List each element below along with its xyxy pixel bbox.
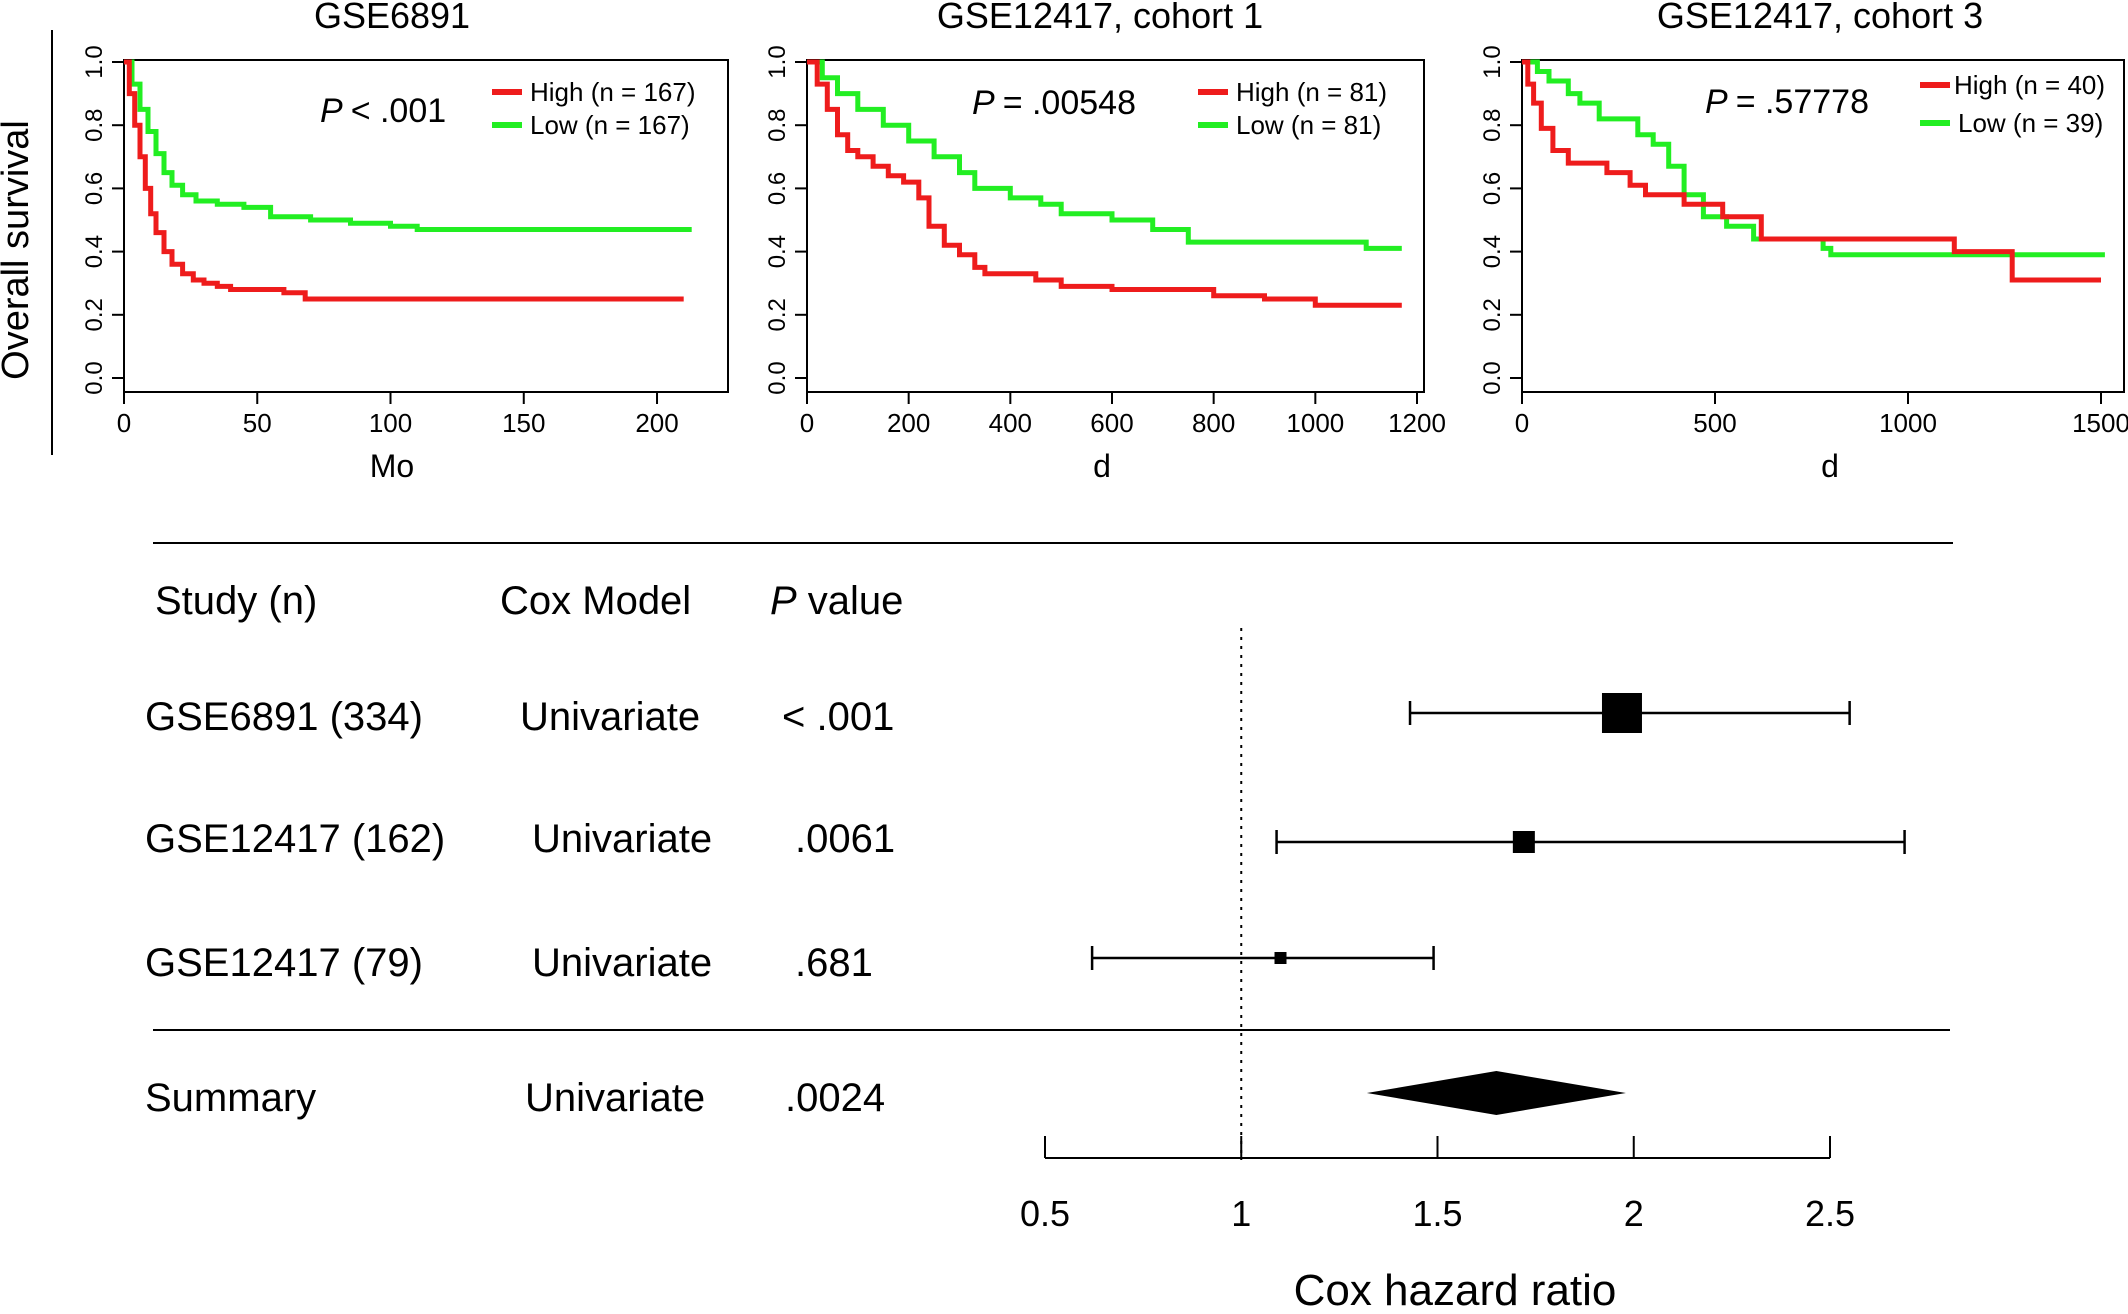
x-tick-label: 400 <box>989 408 1032 438</box>
p-value-cell: < .001 <box>782 695 894 739</box>
model-label: Univariate <box>532 817 712 861</box>
x-axis-label: d <box>1093 448 1111 484</box>
study-label: GSE12417 (79) <box>145 941 423 985</box>
x-tick-label: 1500 <box>2072 408 2128 438</box>
legend: High (n = 81) Low (n = 81) <box>1198 77 1387 140</box>
legend: High (n = 40) Low (n = 39) <box>1920 70 2105 138</box>
p-value-cell: .681 <box>795 941 873 985</box>
y-tick-label: 0.8 <box>1479 109 1506 142</box>
x-tick-label: 1000 <box>1286 408 1344 438</box>
x-axis-label: Mo <box>370 448 414 484</box>
p-value-label: P = .00548 <box>972 84 1136 122</box>
x-tick-label: 500 <box>1693 408 1736 438</box>
legend: High (n = 167) Low (n = 167) <box>492 77 695 140</box>
y-tick-label: 0.4 <box>81 235 108 268</box>
x-tick-label: 1000 <box>1879 408 1937 438</box>
km-panel-gse12417-cohort1: GSE12417, cohort 1 d P = .00548 High (n =… <box>764 0 1446 484</box>
survival-curve-high <box>807 59 1402 308</box>
y-tick-label: 0.2 <box>764 298 791 331</box>
panel-title: GSE6891 <box>314 0 470 36</box>
model-label: Univariate <box>532 941 712 985</box>
x-tick-label: 0 <box>117 408 131 438</box>
x-tick-label: 1200 <box>1388 408 1446 438</box>
x-tick-label: 50 <box>243 408 272 438</box>
y-axis-label: Overall survival <box>0 120 37 380</box>
model-label: Univariate <box>520 695 700 739</box>
survival-curve-low <box>124 59 692 232</box>
summary-p-value: .0024 <box>785 1076 885 1120</box>
y-tick-label: 0.8 <box>764 109 791 142</box>
x-axis-label: d <box>1821 448 1839 484</box>
y-tick-label: 0.6 <box>1479 172 1506 205</box>
y-tick-label: 0.8 <box>81 109 108 142</box>
survival-curve-low <box>807 59 1402 251</box>
hr-point <box>1274 952 1287 964</box>
hr-tick-label: 1.5 <box>1412 1193 1462 1234</box>
plot-frame <box>123 59 729 393</box>
forest-plot: Study (n) Cox Model P value GSE6891 (334… <box>145 542 1953 1314</box>
x-tick-label: 800 <box>1192 408 1235 438</box>
panel-title: GSE12417, cohort 1 <box>937 0 1263 36</box>
y-tick-label: 0.0 <box>1479 361 1506 394</box>
legend-label-high: High (n = 167) <box>530 77 695 107</box>
legend-label-low: Low (n = 167) <box>530 110 690 140</box>
study-label: GSE12417 (162) <box>145 817 445 861</box>
y-tick-label: 0.0 <box>764 361 791 394</box>
y-tick-label: 0.4 <box>764 235 791 268</box>
plot-frame <box>806 59 1425 393</box>
x-tick-label: 100 <box>369 408 412 438</box>
survival-curve-high <box>1522 59 2101 283</box>
km-panel-gse6891: GSE6891 Mo P < .001 High (n = 167) Low (n… <box>81 0 729 484</box>
p-value-cell: .0061 <box>795 817 895 861</box>
y-tick-label: 0.2 <box>81 298 108 331</box>
summary-label: Summary <box>145 1076 316 1120</box>
y-tick-label: 0.0 <box>81 361 108 394</box>
legend-label-low: Low (n = 81) <box>1236 110 1381 140</box>
study-label: GSE6891 (334) <box>145 695 423 739</box>
hr-point <box>1601 693 1642 733</box>
y-tick-label: 0.6 <box>764 172 791 205</box>
y-tick-label: 1.0 <box>764 45 791 78</box>
summary-model: Univariate <box>525 1076 705 1120</box>
legend-label-high: High (n = 40) <box>1954 70 2105 100</box>
km-panel-gse12417-cohort3: GSE12417, cohort 3 d P = .57778 High (n =… <box>1479 0 2128 484</box>
x-tick-label: 600 <box>1090 408 1133 438</box>
hr-tick-label: 1 <box>1231 1193 1251 1234</box>
column-header-model: Cox Model <box>500 579 691 623</box>
x-axis-label: Cox hazard ratio <box>1294 1266 1617 1309</box>
x-tick-label: 200 <box>887 408 930 438</box>
x-tick-label: 150 <box>502 408 545 438</box>
hr-point <box>1512 831 1535 853</box>
column-header-study: Study (n) <box>155 579 317 623</box>
hr-tick-label: 0.5 <box>1020 1193 1070 1234</box>
x-tick-label: 200 <box>635 408 678 438</box>
survival-curve-high <box>124 59 684 302</box>
y-tick-label: 0.2 <box>1479 298 1506 331</box>
panel-title: GSE12417, cohort 3 <box>1657 0 1983 36</box>
hr-tick-label: 2 <box>1624 1193 1644 1234</box>
summary-diamond <box>1366 1071 1626 1115</box>
legend-label-low: Low (n = 39) <box>1958 108 2103 138</box>
x-tick-label: 0 <box>800 408 814 438</box>
legend-label-high: High (n = 81) <box>1236 77 1387 107</box>
p-value-label: P < .001 <box>320 92 446 130</box>
x-tick-label: 0 <box>1515 408 1529 438</box>
column-header-pvalue: P value <box>770 579 903 623</box>
p-value-label: P = .57778 <box>1705 83 1869 121</box>
y-tick-label: 1.0 <box>1479 45 1506 78</box>
plot-frame <box>1521 59 2125 393</box>
hr-tick-label: 2.5 <box>1805 1193 1855 1234</box>
y-tick-label: 1.0 <box>81 45 108 78</box>
y-tick-label: 0.4 <box>1479 235 1506 268</box>
y-tick-label: 0.6 <box>81 172 108 205</box>
